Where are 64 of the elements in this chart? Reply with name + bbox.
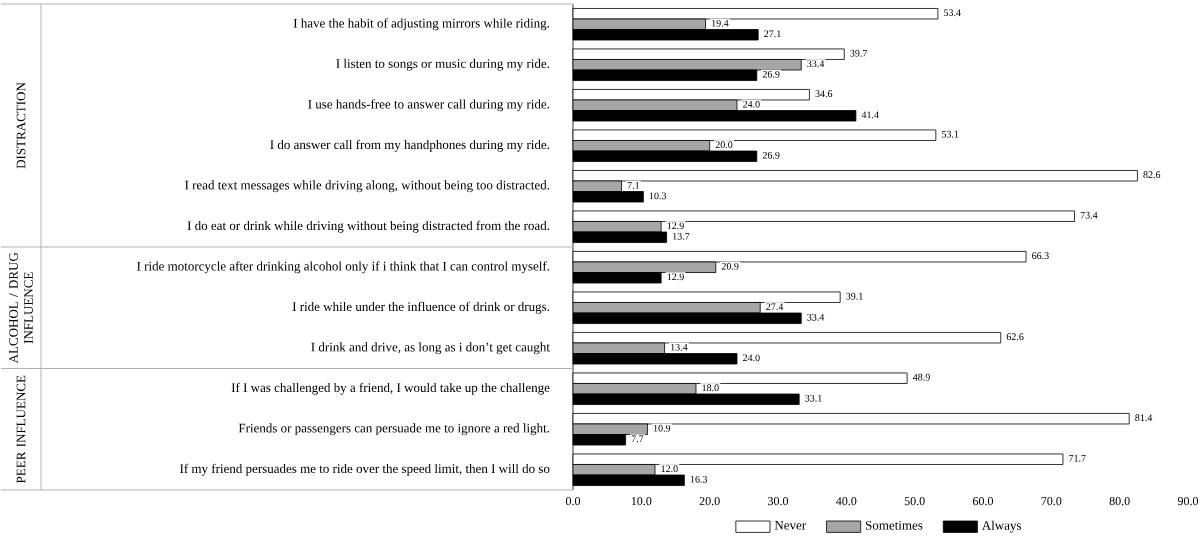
x-tick-label: 60.0 — [972, 497, 994, 506]
data-label: 27.1 — [764, 30, 781, 38]
data-label: 12.0 — [661, 465, 678, 473]
data-label: 10.9 — [653, 424, 671, 432]
data-label: 24.0 — [743, 100, 760, 108]
y-tick-label: I read text messages while driving along, without being too distracted. — [185, 180, 550, 193]
y-tick-label: I do eat or drink while driving without being distracted from the road. — [187, 220, 550, 233]
legend-label: Never — [774, 520, 807, 530]
data-label: 53.1 — [942, 130, 959, 138]
y-tick-label: Friends or passengers can persuade me to ignore a red light. — [238, 423, 550, 436]
data-label: 39.1 — [846, 292, 863, 300]
data-label: 33.1 — [805, 394, 822, 402]
data-label: 16.3 — [690, 475, 708, 483]
y-tick-label: I use hands-free to answer call during my ride. — [308, 99, 550, 112]
data-label: 62.6 — [1006, 333, 1024, 341]
y-tick-label: If I was challenged by a friend, I would take up the challenge — [231, 382, 550, 395]
x-tick-label: 10.0 — [631, 497, 652, 506]
data-label: 7.1 — [627, 181, 640, 189]
y-tick-label: I have the habit of adjusting mirrors while riding. — [293, 18, 550, 31]
data-label: 41.4 — [861, 111, 879, 119]
data-label: 13.4 — [671, 343, 688, 351]
y-tick-label: I listen to songs or music during my ride. — [336, 58, 550, 71]
data-label: 12.9 — [667, 273, 684, 281]
x-tick-label: 20.0 — [699, 497, 720, 506]
y-tick-label: I do answer call from my handphones during my ride. — [270, 139, 550, 152]
x-tick-label: 50.0 — [904, 497, 925, 506]
y-tick-label: I ride while under the influence of drink or drugs. — [292, 301, 550, 314]
y-tick-label: I ride motorcycle after drinking alcohol only if i think that I can control myself. — [137, 261, 550, 274]
text: DISTRACTION — [16, 82, 26, 169]
y-tick-label: If my friend persuades me to ride over the speed limit, then I will do so — [180, 463, 550, 476]
data-label: 66.3 — [1032, 252, 1049, 260]
x-tick-label: 80.0 — [1109, 497, 1130, 506]
text: PEER INFLUENCE — [16, 375, 26, 484]
data-label: 24.0 — [743, 354, 760, 362]
y-tick-label: I drink and drive, as long as i don’t get caught — [311, 342, 550, 355]
x-tick-label: 30.0 — [768, 497, 789, 506]
text: ALCOHOL / DRUG INFLUENCE — [9, 252, 33, 364]
data-label: 20.9 — [721, 262, 739, 270]
data-label: 82.6 — [1143, 171, 1161, 179]
data-label: 18.0 — [702, 384, 719, 392]
data-label: 26.9 — [762, 151, 780, 159]
x-tick-label: 40.0 — [836, 497, 857, 506]
data-label: 48.9 — [912, 373, 930, 381]
data-label: 39.7 — [850, 49, 868, 57]
legend-label: Sometimes — [865, 520, 923, 530]
data-label: 73.4 — [1080, 211, 1098, 219]
data-label: 12.9 — [667, 222, 684, 230]
data-label: 20.0 — [715, 141, 733, 149]
data-label: 81.4 — [1135, 414, 1153, 422]
data-label: 27.4 — [766, 303, 784, 311]
x-tick-label: 70.0 — [1041, 497, 1062, 506]
data-label: 53.4 — [944, 9, 961, 17]
data-label: 34.6 — [815, 90, 833, 98]
data-label: 26.9 — [762, 70, 780, 78]
legend-label: Always — [981, 520, 1022, 533]
data-label: 19.4 — [712, 19, 729, 27]
data-label: 7.7 — [631, 435, 644, 443]
x-tick-label: 0.0 — [565, 497, 581, 506]
x-tick-label: 90.0 — [1177, 497, 1199, 506]
data-label: 13.7 — [673, 232, 690, 240]
data-label: 10.3 — [649, 192, 667, 200]
data-label: 33.4 — [807, 313, 825, 321]
data-label: 33.4 — [807, 60, 825, 68]
data-label: 71.7 — [1069, 454, 1086, 462]
